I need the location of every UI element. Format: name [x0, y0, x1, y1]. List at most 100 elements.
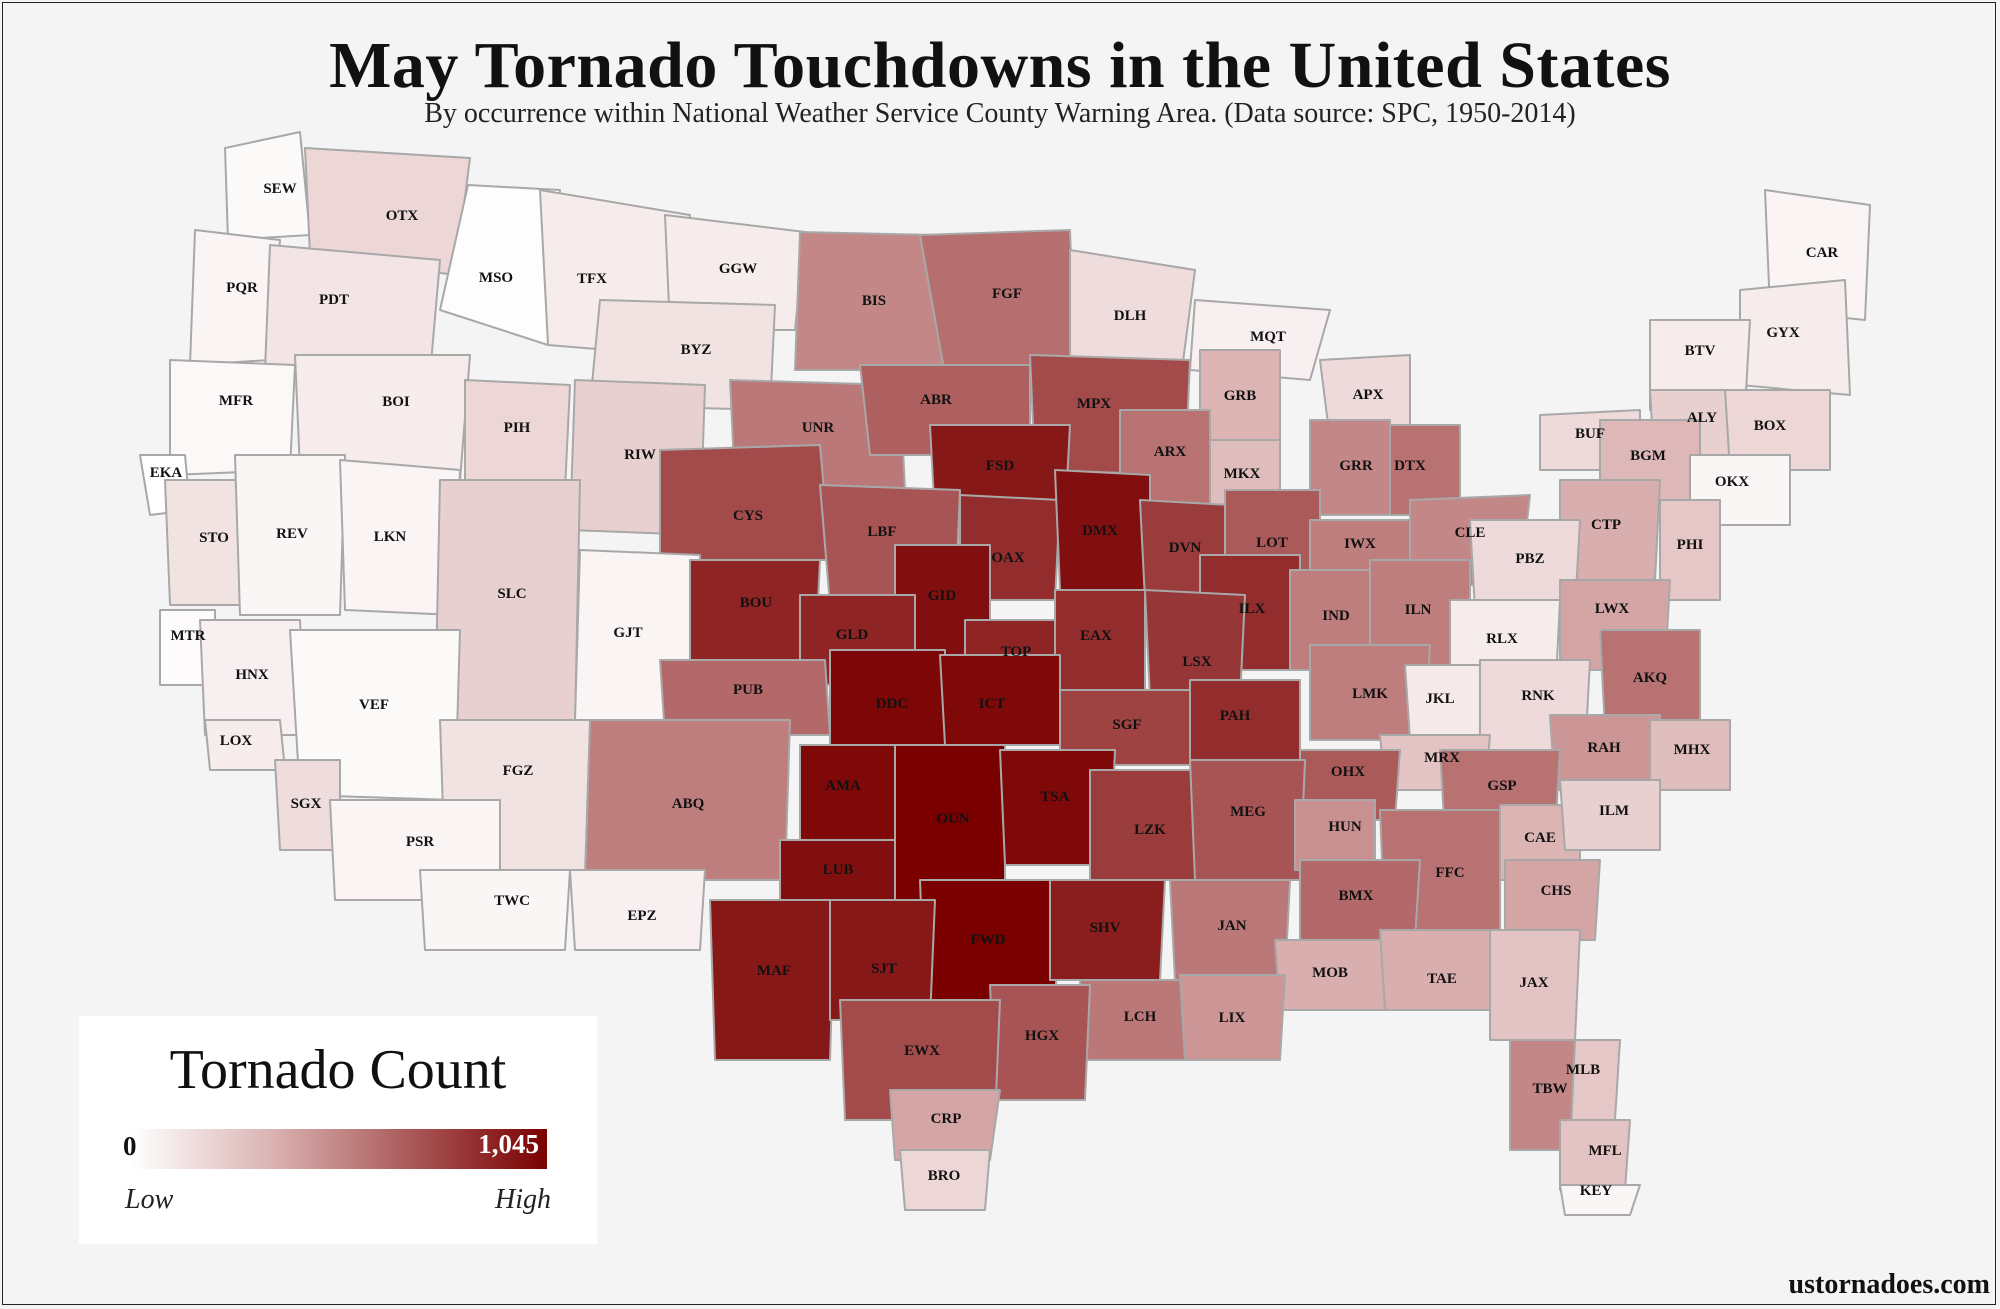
cwa-label-apx: APX — [1353, 387, 1384, 403]
cwa-label-pah: PAH — [1220, 708, 1251, 724]
cwa-label-riw: RIW — [624, 447, 656, 463]
cwa-label-ewx: EWX — [904, 1043, 940, 1059]
cwa-label-mob: MOB — [1312, 965, 1348, 981]
cwa-label-gid: GID — [928, 588, 957, 604]
cwa-label-akq: AKQ — [1633, 670, 1668, 686]
cwa-label-ffc: FFC — [1435, 865, 1464, 881]
cwa-label-sgx: SGX — [291, 796, 322, 812]
cwa-label-psr: PSR — [406, 834, 435, 850]
cwa-region-meg — [1189, 759, 1306, 881]
cwa-label-hgx: HGX — [1025, 1028, 1059, 1044]
map-title: May Tornado Touchdowns in the United Sta… — [329, 29, 1671, 102]
cwa-label-lbf: LBF — [867, 524, 896, 540]
cwa-label-btv: BTV — [1685, 343, 1716, 359]
cwa-label-hun: HUN — [1328, 819, 1362, 835]
cwa-label-ict: ICT — [979, 696, 1006, 712]
cwa-label-cys: CYS — [733, 508, 763, 524]
cwa-region-maf — [709, 899, 836, 1061]
cwa-region-bro — [899, 1149, 991, 1211]
cwa-label-jkl: JKL — [1425, 691, 1454, 707]
cwa-label-dlh: DLH — [1114, 308, 1147, 324]
cwa-label-meg: MEG — [1230, 804, 1266, 820]
cwa-label-fwd: FWD — [971, 932, 1006, 948]
cwa-label-bis: BIS — [862, 293, 886, 309]
cwa-label-jan: JAN — [1217, 918, 1246, 934]
cwa-label-ilx: ILX — [1239, 601, 1266, 617]
cwa-label-crp: CRP — [931, 1111, 962, 1127]
cwa-label-iln: ILN — [1405, 602, 1432, 618]
cwa-label-lot: LOT — [1256, 535, 1288, 551]
cwa-label-lwx: LWX — [1595, 601, 1630, 617]
cwa-label-gyx: GYX — [1766, 325, 1800, 341]
cwa-label-dvn: DVN — [1169, 540, 1202, 556]
cwa-label-twc: TWC — [494, 893, 530, 909]
cwa-label-maf: MAF — [757, 963, 791, 979]
cwa-region-box — [1724, 389, 1831, 471]
cwa-label-mqt: MQT — [1250, 329, 1286, 345]
cwa-label-car: CAR — [1806, 245, 1839, 261]
cwa-label-bgm: BGM — [1630, 448, 1666, 464]
cwa-label-jax: JAX — [1519, 975, 1548, 991]
cwa-label-fgf: FGF — [992, 286, 1022, 302]
cwa-label-epz: EPZ — [627, 908, 656, 924]
cwa-label-lzk: LZK — [1134, 822, 1166, 838]
cwa-label-abq: ABQ — [672, 796, 705, 812]
cwa-region-tae — [1379, 929, 1506, 1011]
map-subtitle: By occurrence within National Weather Se… — [424, 98, 1576, 129]
cwa-label-abr: ABR — [920, 392, 952, 408]
cwa-label-tae: TAE — [1427, 971, 1457, 987]
cwa-label-grr: GRR — [1339, 458, 1373, 474]
cwa-label-ddc: DDC — [876, 696, 909, 712]
cwa-region-lix — [1179, 974, 1286, 1061]
cwa-region-epz — [569, 869, 706, 951]
legend: Tornado Count 0 1,045 Low High — [79, 1016, 597, 1244]
cwa-region-mhx — [1649, 719, 1731, 791]
cwa-label-rev: REV — [276, 526, 308, 542]
cwa-label-bro: BRO — [928, 1168, 961, 1184]
cwa-label-mtr: MTR — [171, 628, 206, 644]
cwa-label-lmk: LMK — [1352, 686, 1388, 702]
cwa-region-rev — [234, 454, 346, 616]
cwa-label-dmx: DMX — [1082, 523, 1118, 539]
cwa-region-ggw — [664, 214, 806, 331]
legend-color-bar — [131, 1129, 547, 1169]
cwa-label-ilm: ILM — [1599, 803, 1629, 819]
cwa-label-buf: BUF — [1575, 426, 1605, 442]
legend-min-label: 0 — [123, 1131, 137, 1161]
cwa-label-pqr: PQR — [226, 280, 258, 296]
cwa-label-tbw: TBW — [1532, 1081, 1567, 1097]
cwa-label-pbz: PBZ — [1515, 551, 1544, 567]
cwa-label-pub: PUB — [733, 682, 763, 698]
cwa-region-twc — [419, 869, 571, 951]
cwa-label-mso: MSO — [479, 270, 513, 286]
cwa-label-gsp: GSP — [1487, 778, 1516, 794]
cwa-label-tfx: TFX — [577, 271, 607, 287]
cwa-label-lub: LUB — [823, 862, 854, 878]
cwa-label-tsa: TSA — [1040, 789, 1069, 805]
cwa-label-unr: UNR — [802, 420, 835, 436]
cwa-label-ctp: CTP — [1591, 517, 1621, 533]
cwa-label-sew: SEW — [263, 181, 296, 197]
cwa-label-oun: OUN — [936, 811, 970, 827]
cwa-label-mfr: MFR — [219, 393, 253, 409]
legend-low-label: Low — [125, 1184, 174, 1215]
cwa-label-box: BOX — [1754, 418, 1787, 434]
cwa-label-slc: SLC — [497, 586, 526, 602]
cwa-label-hnx: HNX — [235, 667, 269, 683]
cwa-label-shv: SHV — [1090, 920, 1121, 936]
cwa-label-mpx: MPX — [1077, 396, 1111, 412]
cwa-region-phi — [1659, 499, 1721, 601]
cwa-label-byz: BYZ — [681, 342, 712, 358]
cwa-label-mkx: MKX — [1224, 466, 1261, 482]
cwa-label-cle: CLE — [1455, 525, 1486, 541]
cwa-label-key: KEY — [1580, 1183, 1613, 1199]
cwa-label-lsx: LSX — [1182, 654, 1211, 670]
cwa-label-sjt: SJT — [871, 961, 897, 977]
cwa-label-chs: CHS — [1541, 883, 1572, 899]
cwa-label-rah: RAH — [1587, 740, 1621, 756]
cwa-label-mlb: MLB — [1566, 1062, 1600, 1078]
cwa-region-key — [1559, 1184, 1641, 1216]
cwa-label-lox: LOX — [220, 733, 253, 749]
cwa-label-sgf: SGF — [1112, 717, 1141, 733]
